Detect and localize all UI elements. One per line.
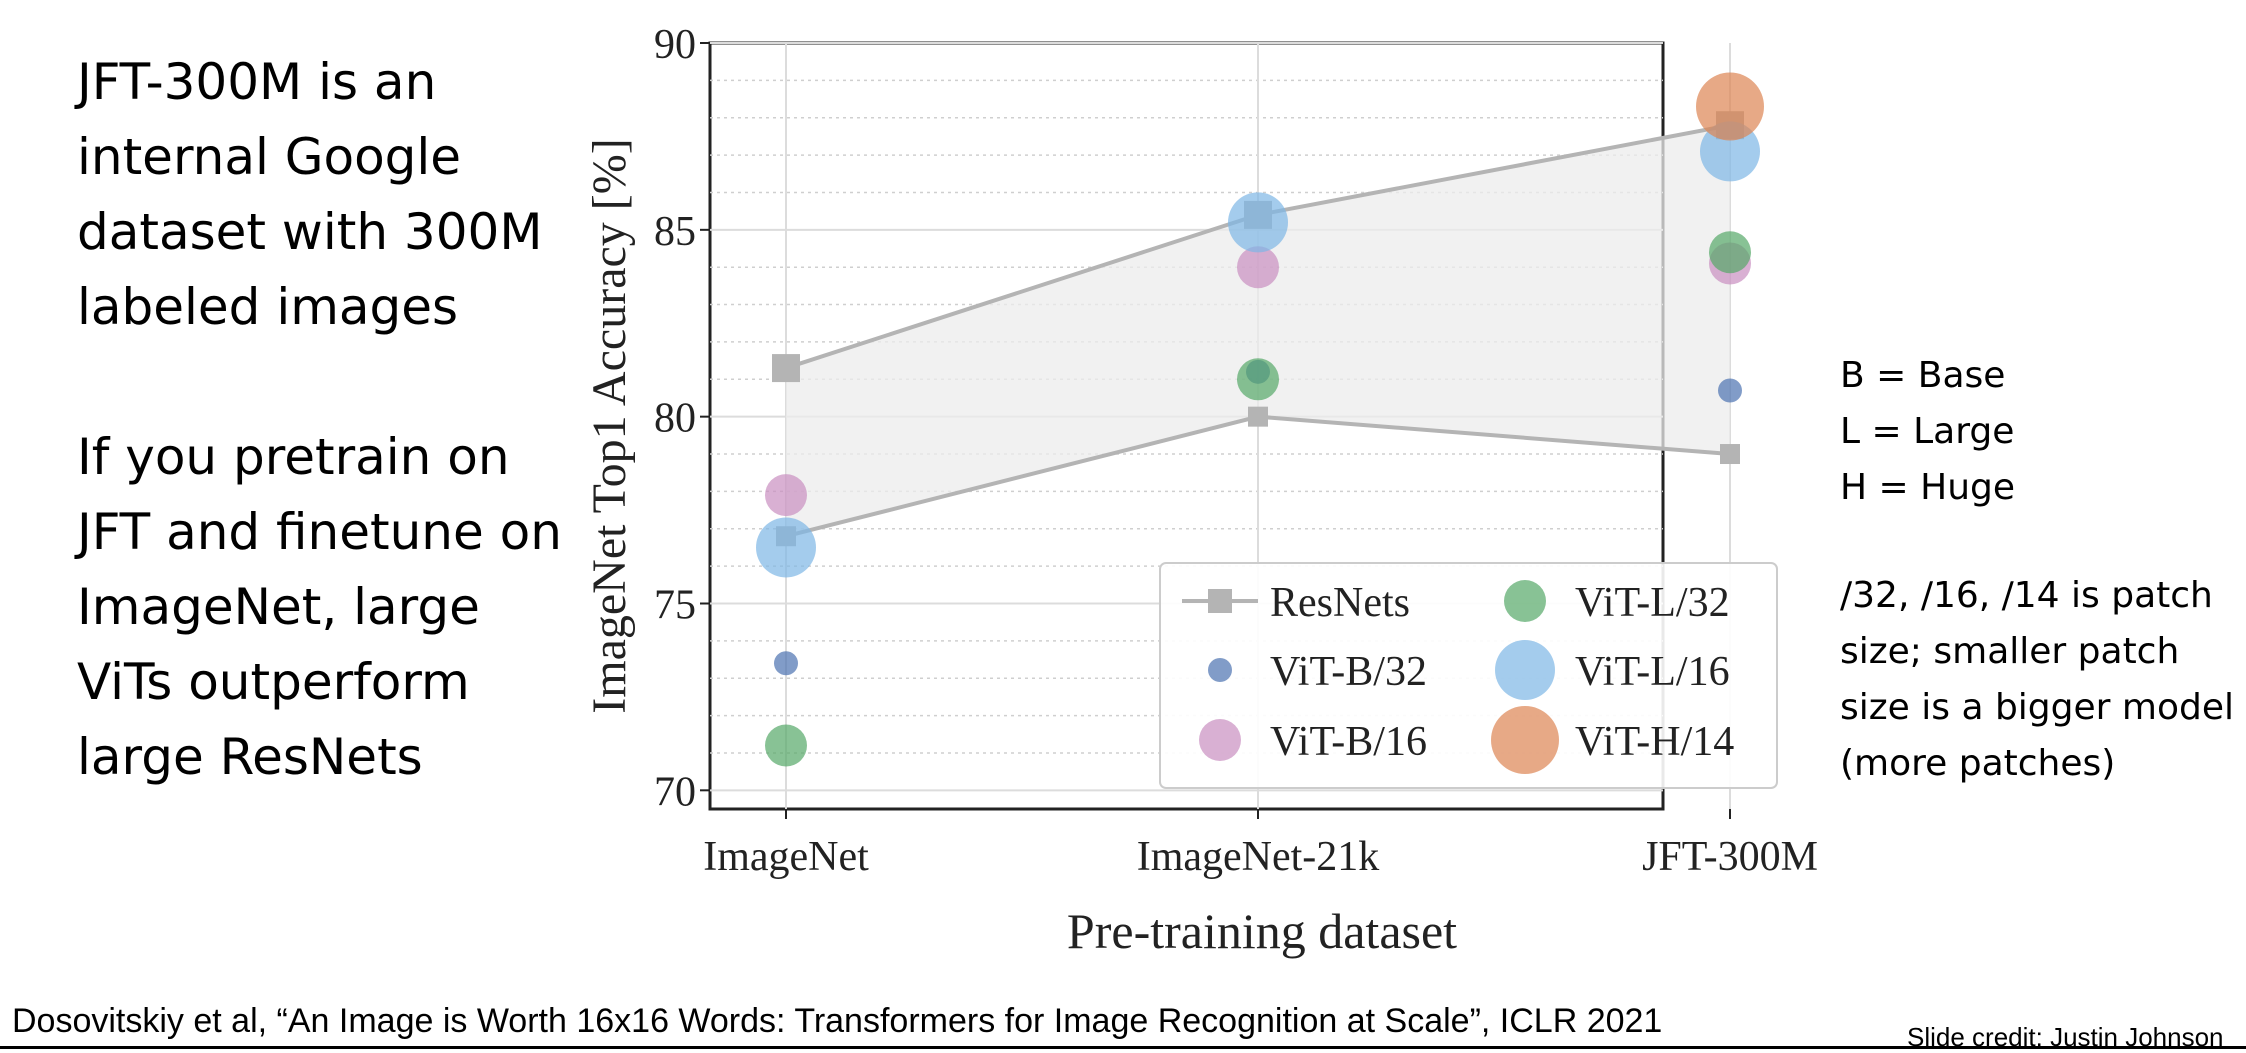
legend-marker (1495, 640, 1555, 700)
citation: Dosovitskiy et al, “An Image is Worth 16… (12, 1002, 1663, 1040)
left-line: JFT-300M is an (77, 53, 437, 111)
legend-label: ViT-B/32 (1270, 649, 1427, 695)
left-description: JFT-300M is an internal Google dataset w… (77, 45, 567, 795)
legend-marker (1199, 719, 1241, 761)
y-tick-label: 75 (654, 582, 696, 628)
left-line: internal Google (77, 128, 462, 186)
bottom-rule (0, 1046, 2246, 1049)
legend-marker (1504, 580, 1546, 622)
left-line: ImageNet, large (77, 578, 480, 636)
legend-label: ViT-B/16 (1270, 719, 1427, 765)
note-line: size; smaller patch (1840, 631, 2180, 672)
vit-marker (756, 517, 816, 578)
y-tick-label: 80 (654, 396, 696, 442)
x-tick-label: ImageNet-21k (1137, 834, 1380, 880)
vit-marker (1709, 231, 1751, 274)
resnet-lower-marker (1720, 444, 1740, 465)
abbrev-line: B = Base (1840, 355, 2006, 396)
y-tick-label: 85 (654, 209, 696, 255)
x-tick-label: ImageNet (703, 834, 869, 880)
patch-size-note: /32, /16, /14 is patch size; smaller pat… (1840, 568, 2240, 792)
x-axis-label: Pre-training dataset (1067, 903, 1457, 959)
note-line: (more patches) (1840, 743, 2116, 784)
vit-marker (1237, 358, 1279, 401)
vit-markers (756, 72, 1764, 767)
left-line: large ResNets (77, 728, 423, 786)
y-axis: 70 75 80 85 90 (654, 22, 710, 815)
resnet-lower-marker (1248, 406, 1268, 427)
abbrev-line: H = Huge (1840, 467, 2016, 508)
vit-marker (765, 474, 807, 517)
x-axis: ImageNet ImageNet-21k JFT-300M (703, 809, 1818, 880)
note-line: /32, /16, /14 is patch (1840, 575, 2213, 616)
legend-marker (1491, 706, 1559, 774)
size-abbreviations: B = Base L = Large H = Huge (1840, 348, 2240, 516)
legend-resnet-marker (1208, 589, 1232, 613)
note-line: size is a bigger model (1840, 687, 2234, 728)
left-line: labeled images (77, 278, 459, 336)
y-tick-label: 70 (654, 769, 696, 815)
left-line: ViTs outperform (77, 653, 470, 711)
accuracy-chart: 70 75 80 85 90 ImageNet ImageNet-21k JFT-300M … (560, 0, 1860, 990)
y-axis-label: ImageNet Top1 Accuracy [%] (583, 138, 636, 714)
vit-marker (774, 651, 798, 676)
legend-marker (1208, 658, 1232, 682)
y-tick-label: 90 (654, 22, 696, 68)
legend-box (1159, 562, 1778, 789)
vit-marker (765, 724, 807, 767)
vit-marker (1228, 192, 1288, 253)
legend-label: ViT-L/32 (1575, 580, 1730, 626)
left-line: JFT and finetune on (77, 503, 562, 561)
vit-marker (1237, 246, 1279, 289)
legend-label: ViT-L/16 (1575, 649, 1730, 695)
vit-marker (1696, 72, 1764, 141)
x-tick-label: JFT-300M (1642, 834, 1818, 880)
vit-marker (1718, 378, 1742, 403)
legend-label: ViT-H/14 (1575, 719, 1734, 765)
legend: ResNets ViT-L/32 ViT-B/32 ViT-L/16 ViT-B/16 V… (1159, 562, 1778, 789)
legend-label: ResNets (1270, 580, 1410, 626)
resnet-upper-marker (772, 354, 800, 383)
left-line: dataset with 300M (77, 203, 543, 261)
left-line: If you pretrain on (77, 428, 510, 486)
abbrev-line: L = Large (1840, 411, 2015, 452)
